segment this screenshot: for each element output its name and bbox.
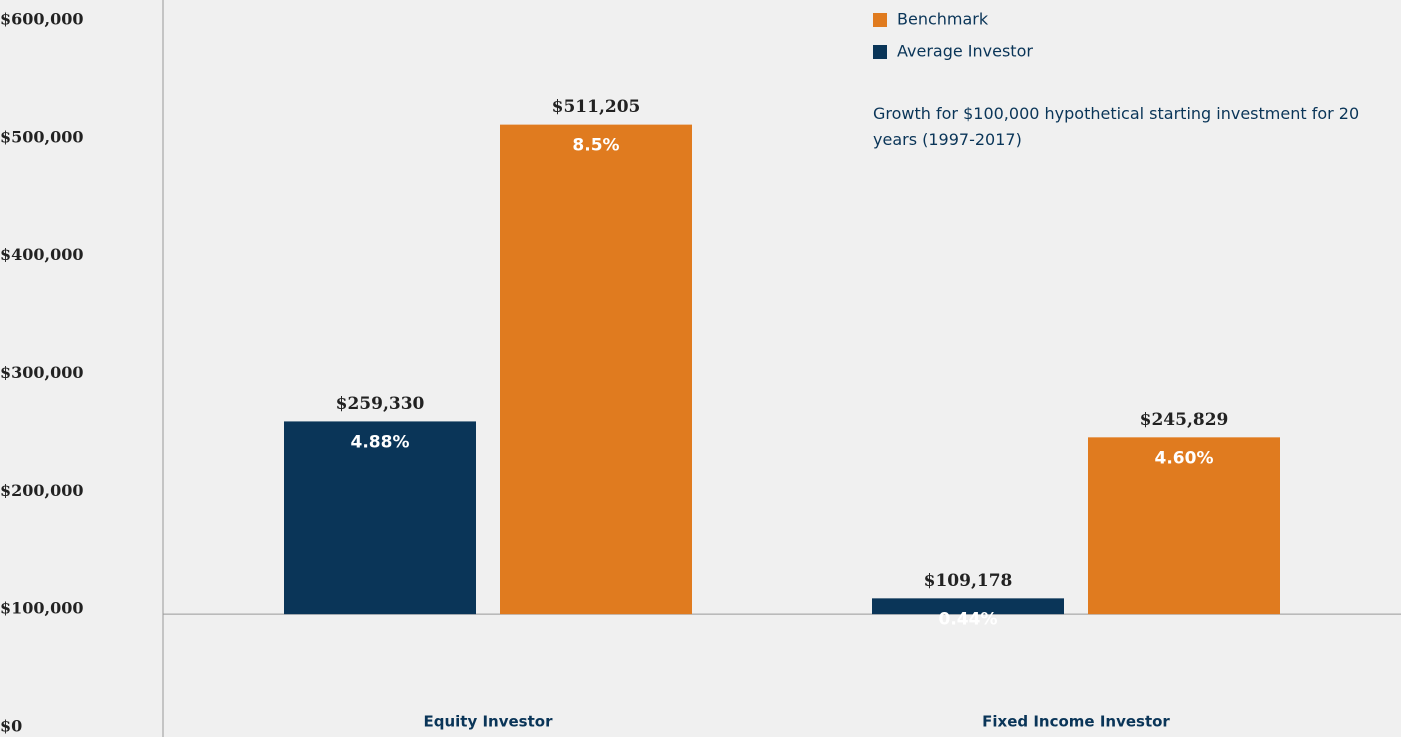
bar <box>872 598 1064 615</box>
subtitle: Growth for $100,000 hypothetical startin… <box>873 104 1360 149</box>
rate-label: 8.5% <box>572 136 619 156</box>
value-label: $511,205 <box>552 97 641 117</box>
rate-label: 0.44% <box>939 609 998 629</box>
bar <box>500 124 692 615</box>
x-tick-label: Equity Investor <box>424 713 554 731</box>
rate-label: 4.88% <box>351 432 410 452</box>
legend-label: Average Investor <box>897 42 1033 61</box>
y-tick-label: $100,000 <box>0 599 84 618</box>
rate-label: 4.60% <box>1155 448 1214 468</box>
value-label: $245,829 <box>1140 410 1229 430</box>
y-tick-label: $500,000 <box>0 127 84 146</box>
legend-swatch <box>873 45 887 59</box>
value-label: $109,178 <box>924 571 1013 591</box>
legend-swatch <box>873 13 887 27</box>
y-tick-label: $400,000 <box>0 245 84 264</box>
bar <box>1088 437 1280 615</box>
y-tick-label: $0 <box>0 717 22 736</box>
x-tick-label: Fixed Income Investor <box>982 713 1170 731</box>
legend-label: Benchmark <box>897 10 989 29</box>
y-tick-label: $200,000 <box>0 481 84 500</box>
value-label: $259,330 <box>336 394 425 414</box>
bar <box>284 421 476 615</box>
y-tick-label: $300,000 <box>0 363 84 382</box>
y-tick-label: $600,000 <box>0 10 84 29</box>
